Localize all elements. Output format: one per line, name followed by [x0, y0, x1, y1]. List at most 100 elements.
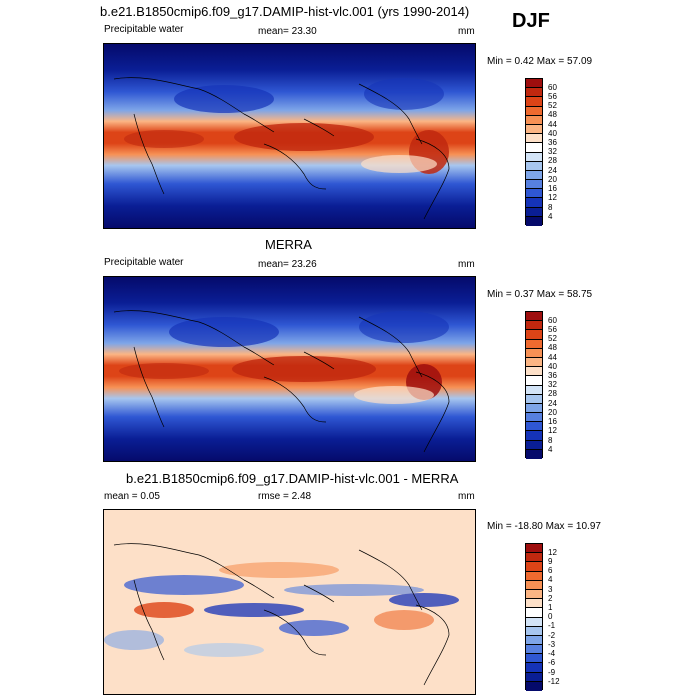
colorbar-tick-label: 12	[548, 426, 557, 435]
colorbar-segment	[526, 626, 542, 636]
panel1-title: b.e21.B1850cmip6.f09_g17.DAMIP-hist-vlc.…	[100, 4, 470, 19]
colorbar-segment	[526, 553, 542, 563]
colorbar-segment	[526, 599, 542, 609]
colorbar-segment	[526, 654, 542, 664]
colorbar-tick-label: -4	[548, 649, 556, 658]
colorbar-segment	[526, 170, 542, 181]
colorbar-segment	[526, 403, 542, 414]
colorbar-segment	[526, 189, 542, 199]
panel2-title: MERRA	[265, 237, 312, 252]
colorbar-tick-label: 2	[548, 594, 553, 603]
panel3-mean-label: mean = 0.05	[104, 491, 160, 502]
colorbar-tick-label: -3	[548, 640, 556, 649]
colorbar-segment	[526, 88, 542, 98]
colorbar-tick-label: 32	[548, 147, 557, 156]
colorbar-tick-label: 48	[548, 343, 557, 352]
colorbar-tick-label: -9	[548, 668, 556, 677]
colorbar-tick-label: 3	[548, 585, 553, 594]
colorbar-tick-label: 56	[548, 325, 557, 334]
panel2-mean-label: mean= 23.26	[258, 259, 317, 270]
colorbar-tick-label: 44	[548, 353, 557, 362]
panel3-map	[103, 509, 476, 695]
colorbar-segment	[526, 180, 542, 190]
panel2-units: mm	[458, 259, 475, 270]
colorbar-segment	[526, 207, 542, 217]
colorbar-segment	[526, 663, 542, 673]
colorbar-segment	[526, 124, 542, 135]
colorbar-segment	[526, 413, 542, 423]
colorbar-tick-label: 32	[548, 380, 557, 389]
colorbar-tick-label: 52	[548, 101, 557, 110]
colorbar-segment	[526, 321, 542, 331]
colorbar-tick-label: 20	[548, 408, 557, 417]
colorbar-segment	[526, 589, 542, 600]
colorbar-tick-label: 4	[548, 212, 553, 221]
colorbar-tick-label: 8	[548, 436, 553, 445]
colorbar-segment	[526, 580, 542, 590]
colorbar-tick-label: 4	[548, 445, 553, 454]
colorbar-segment	[526, 79, 542, 89]
colorbar-tick-label: 12	[548, 193, 557, 202]
colorbar-segment	[526, 216, 542, 226]
colorbar-tick-label: -2	[548, 631, 556, 640]
colorbar-segment	[526, 672, 542, 682]
colorbar-tick-label: 20	[548, 175, 557, 184]
colorbar-tick-label: 56	[548, 92, 557, 101]
colorbar-tick-label: 12	[548, 548, 557, 557]
panel1-colorbar: 60 56 52 48 44 40 36 32 28 24 20 16 12 8…	[525, 78, 557, 226]
panel1-minmax: Min = 0.42 Max = 57.09	[487, 56, 593, 67]
colorbar-segment	[526, 394, 542, 404]
colorbar-segment	[526, 544, 542, 554]
panel3-units: mm	[458, 491, 475, 502]
colorbar-tick-label: 16	[548, 417, 557, 426]
colorbar-tick-label: 4	[548, 575, 553, 584]
colorbar-segment	[526, 330, 542, 340]
colorbar-segment	[526, 143, 542, 153]
colorbar-segment	[526, 440, 542, 450]
colorbar-tick-label: 24	[548, 166, 557, 175]
panel3-colorbar: 12 9 6 4 3 2 1 0 -1 -2 -3 -4 -6 -9 -12	[525, 543, 560, 691]
panel2-map	[103, 276, 476, 462]
colorbar-segment	[526, 645, 542, 655]
panel1-variable-label: Precipitable water	[104, 24, 184, 35]
colorbar-tick-label: 40	[548, 129, 557, 138]
panel2-colorbar: 60 56 52 48 44 40 36 32 28 24 20 16 12 8…	[525, 311, 557, 459]
colorbar-segment	[526, 681, 542, 691]
season-label: DJF	[512, 10, 550, 32]
colorbar-segment	[526, 152, 542, 162]
panel1-units: mm	[458, 26, 475, 37]
colorbar-tick-label: -1	[548, 621, 556, 630]
colorbar-tick-label: 0	[548, 612, 553, 621]
colorbar-tick-label: 9	[548, 557, 553, 566]
colorbar-tick-label: 60	[548, 316, 557, 325]
colorbar-segment	[526, 449, 542, 459]
colorbar-segment	[526, 357, 542, 368]
colorbar-segment	[526, 562, 542, 572]
colorbar-tick-label: 36	[548, 138, 557, 147]
colorbar-segment	[526, 339, 542, 349]
colorbar-segment	[526, 608, 542, 618]
colorbar-segment	[526, 198, 542, 208]
colorbar-tick-label: 1	[548, 603, 553, 612]
colorbar-segment	[526, 161, 542, 171]
panel3-rmse-label: rmse = 2.48	[258, 491, 312, 502]
colorbar-segment	[526, 376, 542, 386]
colorbar-segment	[526, 385, 542, 395]
colorbar-tick-label: 52	[548, 334, 557, 343]
colorbar-segment	[526, 312, 542, 322]
colorbar-tick-label: 44	[548, 120, 557, 129]
panel3-title: b.e21.B1850cmip6.f09_g17.DAMIP-hist-vlc.…	[126, 471, 459, 486]
colorbar-tick-label: 60	[548, 83, 557, 92]
panel2-variable-label: Precipitable water	[104, 257, 184, 268]
colorbar-segment	[526, 635, 542, 646]
colorbar-segment	[526, 106, 542, 116]
colorbar-tick-label: 6	[548, 566, 553, 575]
colorbar-tick-label: 48	[548, 110, 557, 119]
panel1-mean-label: mean= 23.30	[258, 26, 317, 37]
colorbar-tick-label: 28	[548, 389, 557, 398]
colorbar-tick-label: -12	[548, 677, 560, 686]
panel3-minmax: Min = -18.80 Max = 10.97	[487, 521, 601, 532]
panel1-precipitable-water-field	[104, 44, 475, 228]
colorbar-segment	[526, 348, 542, 358]
panel3-difference-field	[104, 510, 475, 694]
